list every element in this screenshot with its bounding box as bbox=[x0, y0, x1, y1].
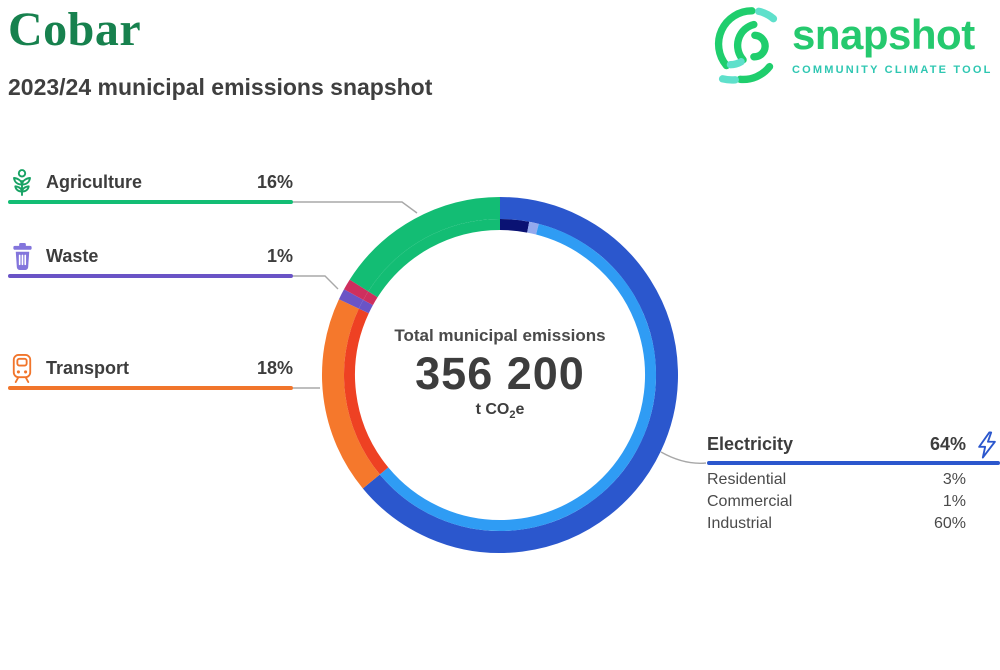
legend-percentage-transport: 18% bbox=[256, 357, 293, 378]
legend-label-electricity: Electricity bbox=[707, 434, 794, 454]
page-title: Cobar bbox=[8, 3, 142, 56]
donut-subsegment-agriculture-sub[interactable] bbox=[368, 219, 501, 298]
legend-item-waste[interactable]: Waste 1% bbox=[8, 240, 293, 278]
donut-subsegment-unlabelled-sub[interactable] bbox=[363, 291, 378, 306]
donut-segment-unlabelled[interactable] bbox=[344, 279, 369, 300]
donut-subsegment-electricity-industrial[interactable] bbox=[379, 223, 656, 531]
donut-subsegment-electricity-commercial[interactable] bbox=[527, 221, 539, 235]
total-emissions-title: Total municipal emissions bbox=[394, 326, 606, 345]
breakdown-row-residential: Residential 3% bbox=[707, 471, 966, 488]
legend-underline-electricity bbox=[707, 461, 1000, 465]
trash-icon bbox=[8, 242, 36, 271]
legend-label-agriculture: Agriculture bbox=[46, 171, 143, 192]
breakdown-row-commercial: Commercial 1% bbox=[707, 493, 966, 510]
total-emissions-value: 356 200 bbox=[415, 348, 585, 399]
logo-text: snapshot COMMUNITY CLIMATE TOOL bbox=[792, 11, 1000, 77]
legend-percentage-waste: 1% bbox=[266, 245, 293, 266]
legend-underline-transport bbox=[8, 386, 293, 390]
callout-line-electricity bbox=[660, 451, 707, 464]
donut-segment-waste[interactable] bbox=[338, 289, 364, 309]
snapshot-logo-icon bbox=[708, 4, 788, 99]
breakdown-row-industrial: Industrial 60% bbox=[707, 515, 966, 532]
train-icon bbox=[8, 353, 36, 384]
plant-icon bbox=[8, 167, 36, 197]
callout-line-agriculture bbox=[293, 201, 418, 214]
legend-percentage-electricity: 64% bbox=[929, 434, 966, 454]
legend-item-transport[interactable]: Transport 18% bbox=[8, 352, 293, 390]
donut-center-text: Total municipal emissions 356 200 t CO2e bbox=[350, 326, 650, 421]
legend-label-waste: Waste bbox=[46, 245, 99, 266]
legend-underline-agriculture bbox=[8, 200, 293, 204]
donut-segment-electricity[interactable] bbox=[362, 197, 678, 553]
donut-subsegment-transport-sub[interactable] bbox=[344, 308, 389, 475]
legend-label-transport: Transport bbox=[46, 357, 130, 378]
bolt-icon bbox=[966, 430, 1000, 460]
logo-wordmark: snapshot bbox=[792, 11, 975, 58]
legend-item-agriculture[interactable]: Agriculture 16% bbox=[8, 166, 293, 204]
legend-item-electricity[interactable]: Electricity 64% Residential 3% Commercia… bbox=[707, 430, 1000, 535]
donut-segment-transport[interactable] bbox=[321, 299, 380, 489]
logo-tagline: COMMUNITY CLIMATE TOOL bbox=[792, 64, 993, 77]
donut-subsegment-electricity-residential[interactable] bbox=[499, 219, 530, 233]
legend-underline-waste bbox=[8, 274, 293, 278]
callout-line-waste bbox=[293, 275, 339, 290]
legend-percentage-agriculture: 16% bbox=[256, 171, 293, 192]
donut-subsegment-waste-sub[interactable] bbox=[358, 299, 373, 314]
page-subtitle: 2023/24 municipal emissions snapshot bbox=[8, 74, 433, 100]
donut-segment-agriculture[interactable] bbox=[349, 197, 501, 292]
total-emissions-unit: t CO2e bbox=[475, 401, 525, 422]
electricity-breakdown: Residential 3% Commercial 1% Industrial … bbox=[707, 469, 1000, 535]
